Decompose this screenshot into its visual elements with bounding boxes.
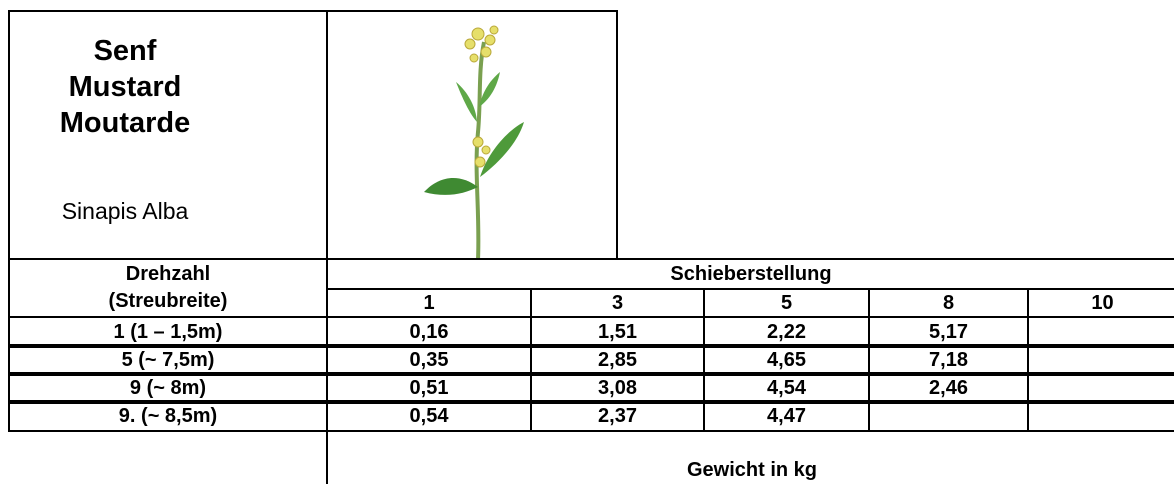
title-english: Mustard (68, 71, 182, 103)
table-cell (1027, 372, 1174, 404)
table-footer: Gewicht in kg (326, 428, 1174, 484)
row-label: 9. (~ 8,5m) (8, 400, 328, 432)
row-header: Drehzahl (8, 258, 328, 288)
title-german: Senf (93, 35, 157, 67)
table-cell (1027, 344, 1174, 376)
plant-illustration (424, 25, 524, 261)
title-box: Senf Mustard Moutarde Sinapis Alba (8, 10, 328, 260)
title-french: Moutarde (59, 107, 191, 139)
column-header: 1 (326, 288, 532, 318)
column-header: 5 (703, 288, 870, 318)
row-header: (Streubreite) (8, 286, 328, 318)
image-box (326, 10, 618, 261)
scientific-name: Sinapis Alba (61, 198, 189, 224)
column-header: 10 (1027, 288, 1174, 318)
table-cell (1027, 316, 1174, 348)
column-header: 3 (530, 288, 705, 318)
column-header: 8 (868, 288, 1029, 318)
table-cell (1027, 400, 1174, 432)
column-group-header: Schieberstellung (326, 258, 1174, 290)
